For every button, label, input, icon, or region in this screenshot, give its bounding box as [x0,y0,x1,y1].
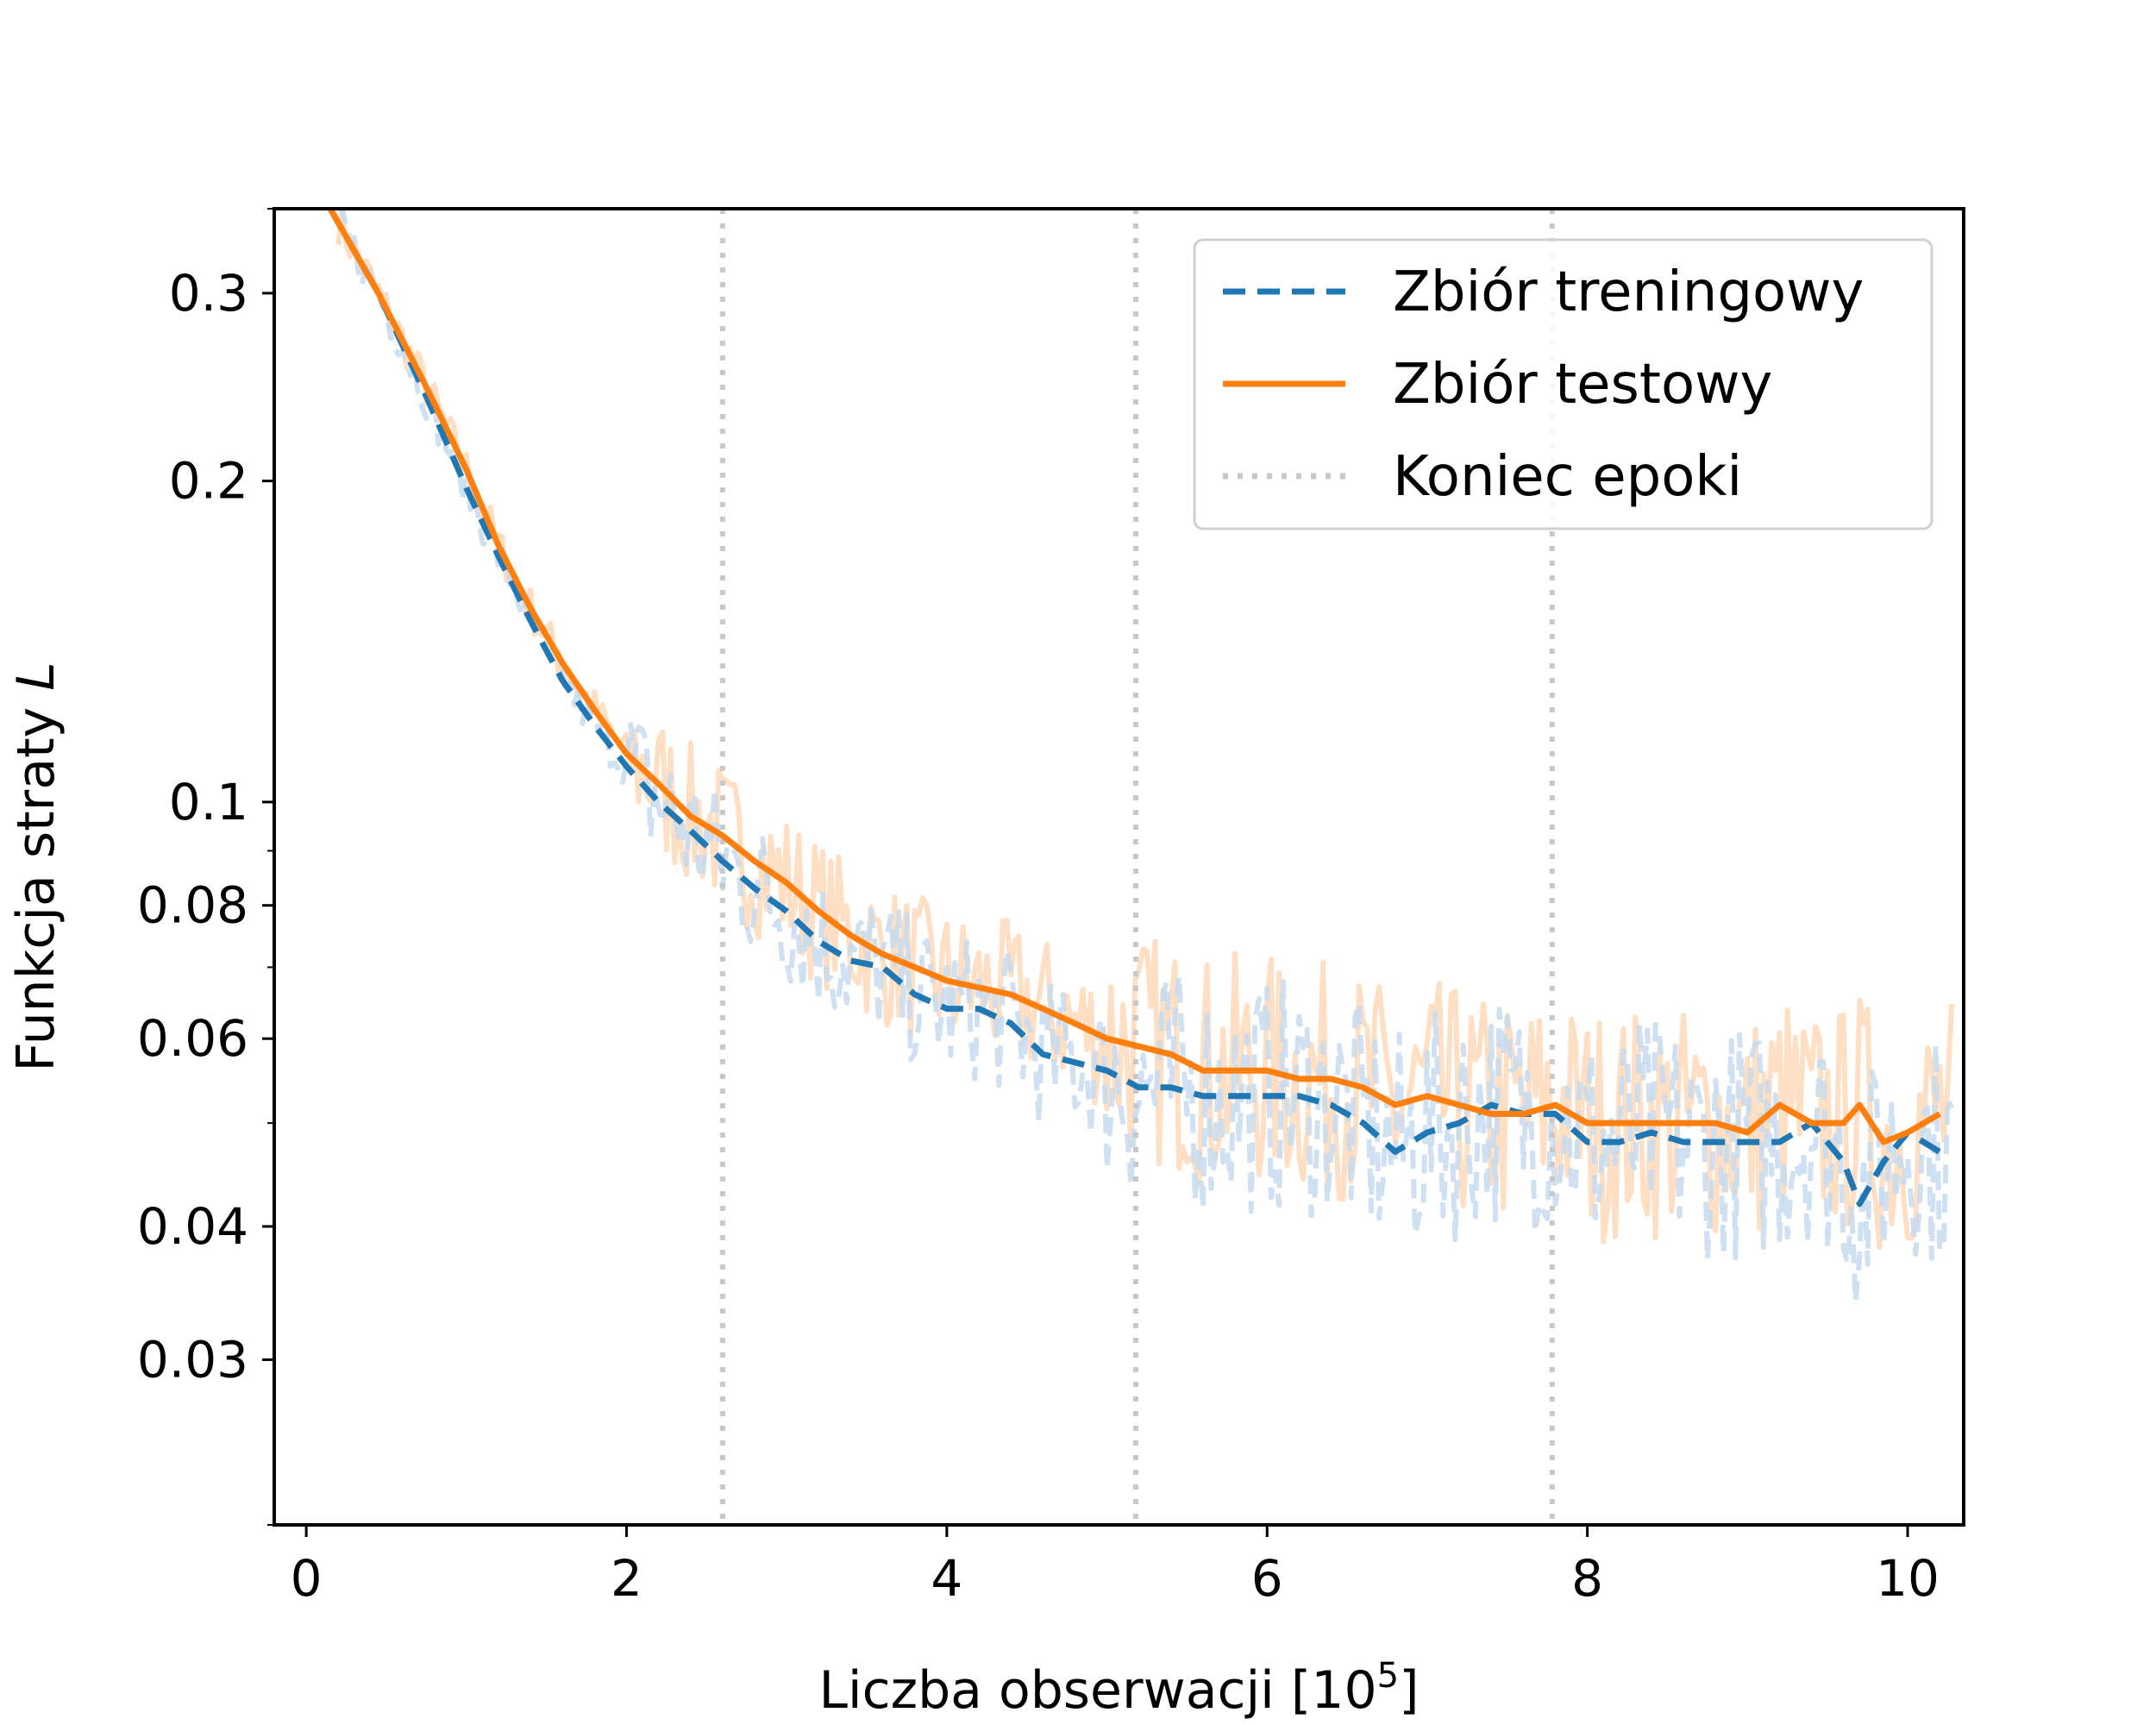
y-tick-label: 0.08 [137,876,248,935]
raw-noise-layer [335,209,1955,1304]
legend-label: Zbiór treningowy [1393,260,1864,324]
raw-trace-test [335,209,1955,1251]
y-tick-label: 0.03 [137,1330,248,1389]
x-tick-label: 4 [931,1549,962,1608]
x-tick-label: 6 [1251,1549,1283,1608]
y-tick-label: 0.1 [169,773,248,831]
legend-box [1193,238,1934,530]
y-tick-label: 0.2 [169,452,248,511]
x-axis-label: Liczba obserwacji [105] [818,1656,1419,1721]
y-tick-label: 0.06 [137,1009,248,1068]
raw-trace-train [337,209,1954,1304]
x-tick-label: 2 [611,1549,642,1608]
series-train-line [327,209,1941,1208]
series-lines [327,209,1941,1208]
legend-label: Koniec epoki [1393,445,1742,509]
series-test-line [327,209,1941,1145]
x-tick-label: 0 [291,1549,323,1608]
y-axis-label: Funkcja straty L [6,662,66,1071]
legend-label: Zbiór testowy [1393,353,1772,417]
axes-frame [273,207,1965,1527]
x-tick-label: 10 [1876,1549,1940,1608]
x-axis-ticks: 0 2 4 6 8 10 [291,1525,1940,1608]
legend: Zbiór treningowy Zbiór testowy Koniec epok… [1193,238,1934,530]
y-tick-label: 0.04 [137,1197,248,1256]
y-tick-label: 0.3 [169,264,248,323]
y-axis-ticks: 0.03 0.04 0.06 0.08 0.1 0.2 0.3 [137,208,274,1526]
x-tick-label: 8 [1571,1549,1603,1608]
